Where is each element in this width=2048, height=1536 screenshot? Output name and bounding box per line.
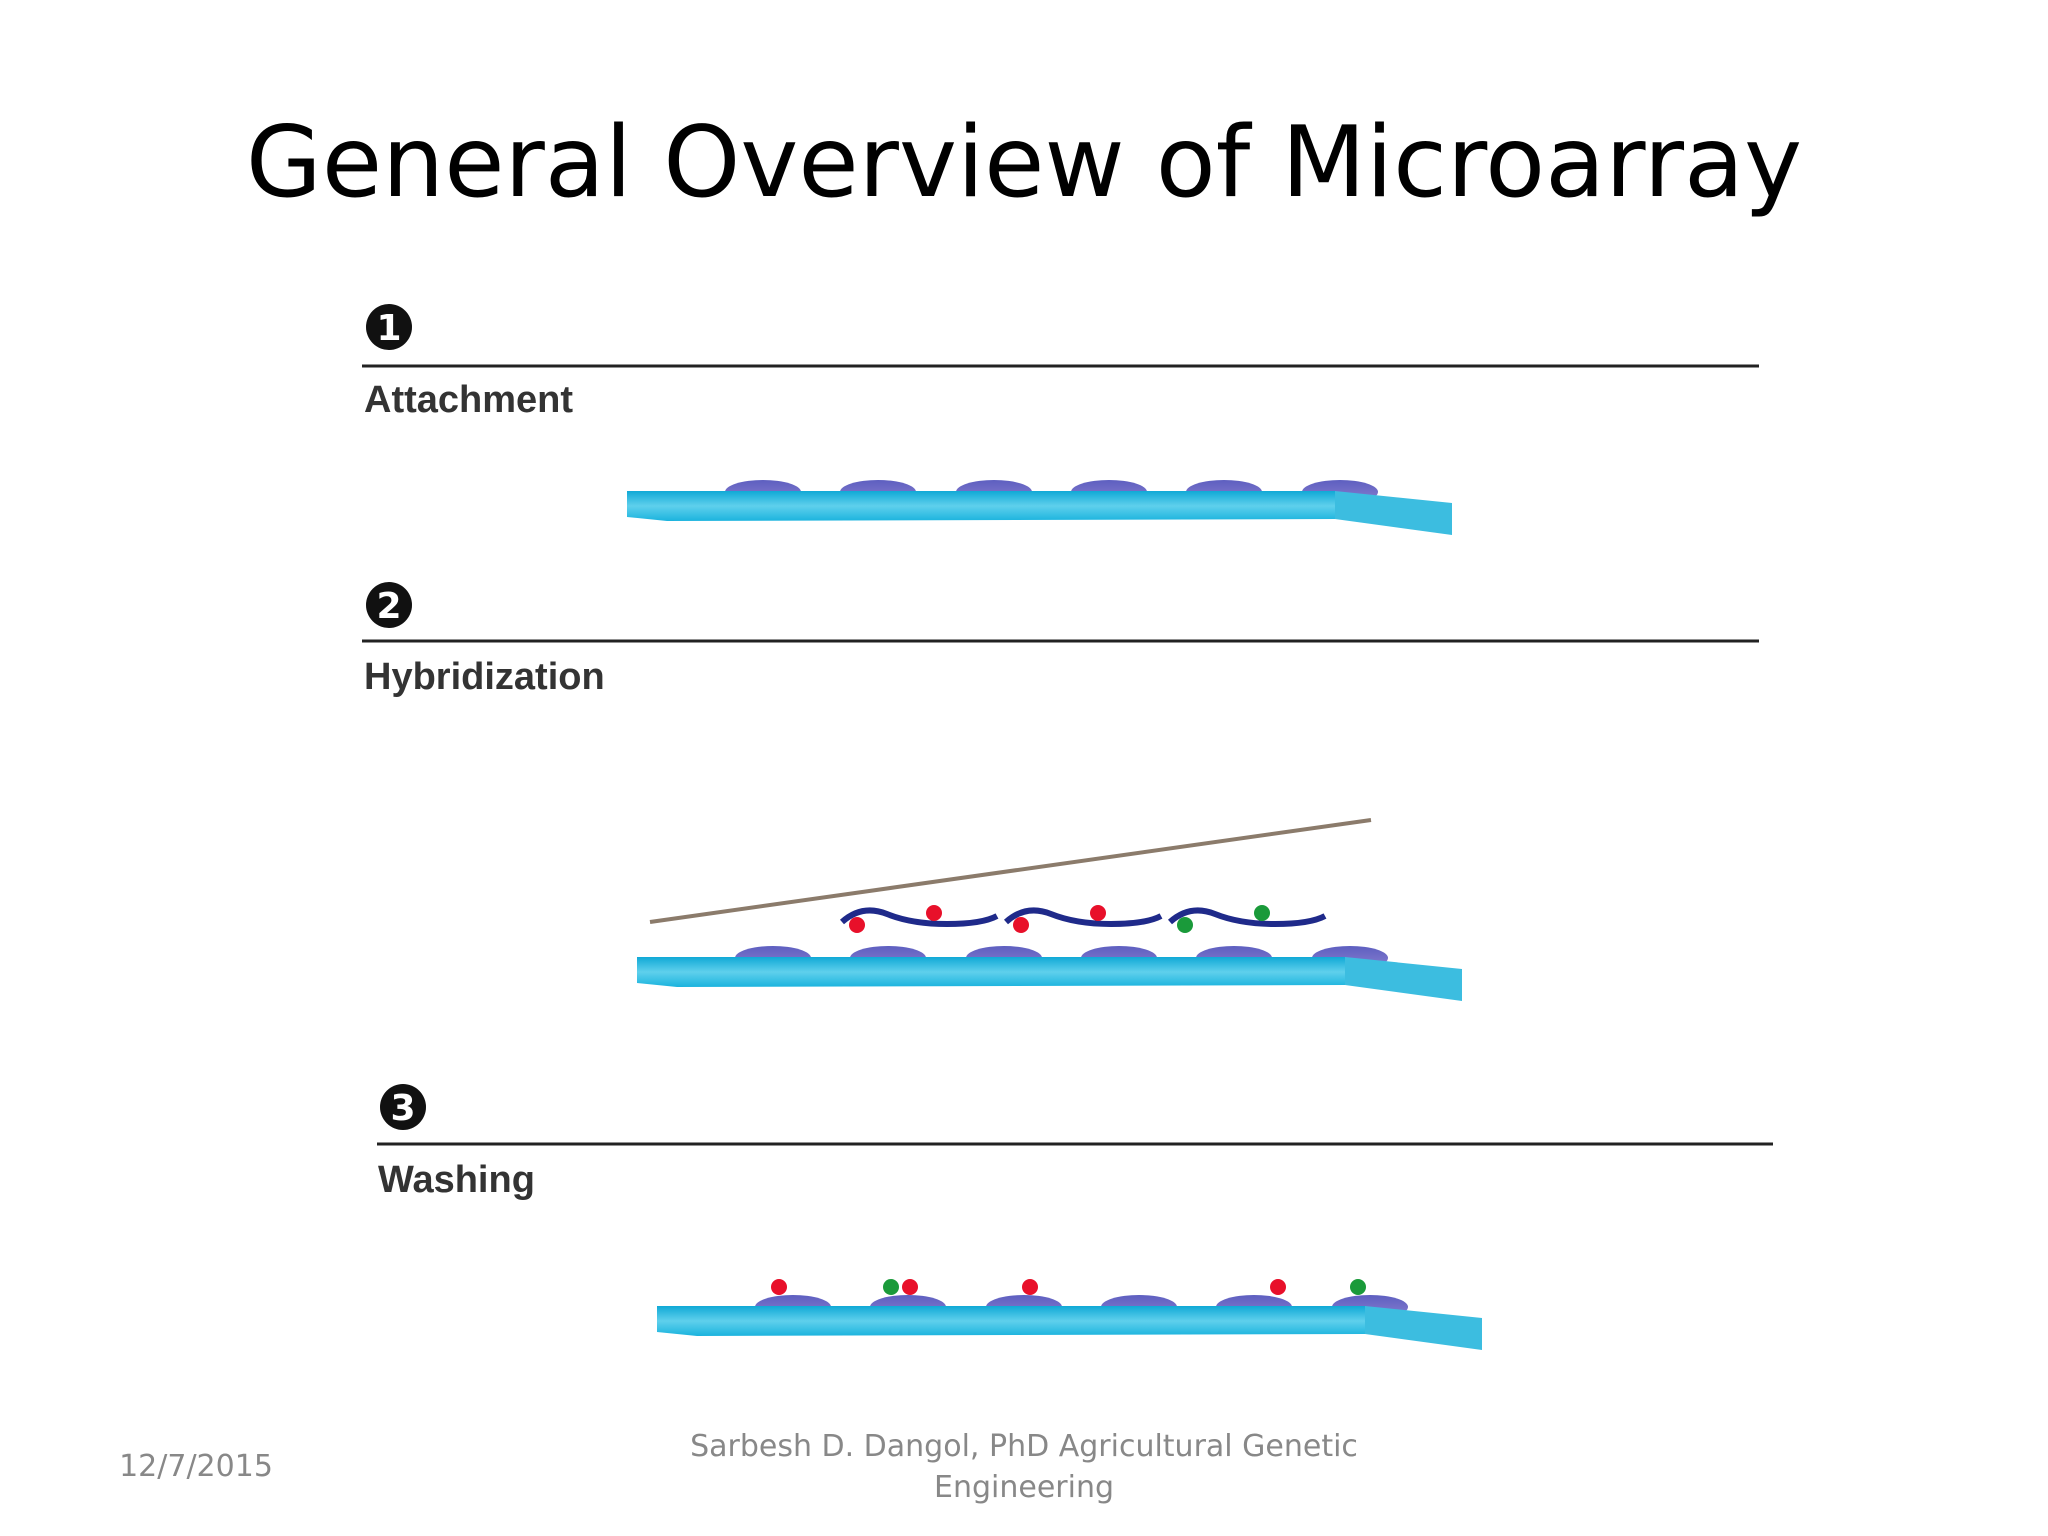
label-dot xyxy=(1254,905,1270,921)
label-dot xyxy=(1270,1279,1286,1295)
target-strand xyxy=(839,907,999,928)
label-dot xyxy=(1022,1279,1038,1295)
glass-bevel xyxy=(1365,1306,1482,1350)
step-badge xyxy=(366,304,412,350)
step-label: Washing xyxy=(378,1159,535,1201)
label-dot xyxy=(771,1279,787,1295)
step-badge xyxy=(380,1084,426,1130)
label-dot xyxy=(883,1279,899,1295)
label-dot xyxy=(1350,1279,1366,1295)
step-label: Attachment xyxy=(364,379,573,421)
footer-author: Sarbesh D. Dangol, PhD Agricultural Gene… xyxy=(690,1429,1358,1464)
label-dot xyxy=(1090,905,1106,921)
glass-bevel xyxy=(1335,491,1452,535)
step-badge xyxy=(366,582,412,628)
step-number: 1 xyxy=(376,308,401,349)
title: General Overview of Microarray xyxy=(246,106,1802,220)
label-dot xyxy=(849,917,865,933)
label-dot xyxy=(902,1279,918,1295)
glass-slide xyxy=(657,1306,1365,1336)
step-number: 3 xyxy=(390,1088,415,1129)
step-number: 2 xyxy=(376,586,401,627)
label-dot xyxy=(1177,917,1193,933)
glass-slide xyxy=(627,491,1335,521)
step-label: Hybridization xyxy=(364,656,605,698)
cover-slip xyxy=(649,818,1372,924)
target-strand xyxy=(1003,907,1163,928)
glass-bevel xyxy=(1345,957,1462,1001)
target-strand xyxy=(1167,907,1327,928)
footer-author: Engineering xyxy=(934,1470,1114,1505)
label-dot xyxy=(1013,917,1029,933)
footer-date: 12/7/2015 xyxy=(119,1449,273,1484)
label-dot xyxy=(926,905,942,921)
glass-slide xyxy=(637,957,1345,987)
